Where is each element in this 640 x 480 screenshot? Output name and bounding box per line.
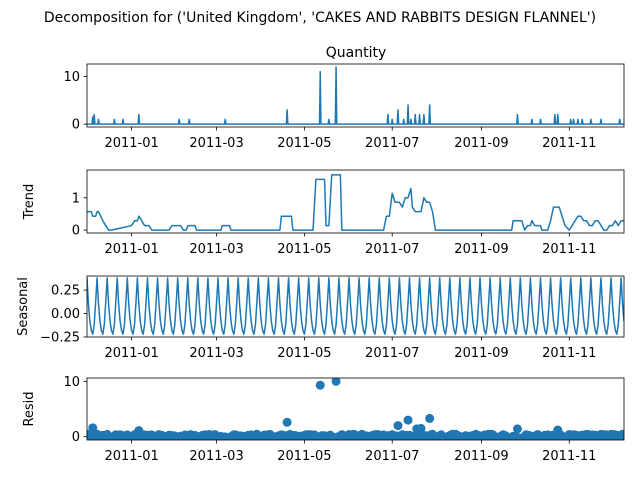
trend-panel: 0 1 2011-01 2011-03 2011-05 2011-07 2011-09 201…: [22, 169, 625, 257]
x-tick-label: 2011-01: [104, 449, 158, 464]
resid-point: [416, 423, 426, 433]
resid-point: [331, 378, 341, 386]
y-tick-label: 0.25: [51, 284, 80, 299]
x-tick-label: 2011-09: [454, 449, 508, 464]
y-tick-label: 0: [72, 224, 80, 239]
x-tick-label: 2011-05: [277, 449, 331, 464]
resid-point: [619, 433, 624, 440]
x-tick-label: 2011-03: [189, 242, 243, 257]
resid-point: [336, 439, 342, 440]
y-tick-label: 1: [72, 191, 80, 206]
x-tick-label: 2011-11: [542, 136, 596, 151]
x-tick-label: 2011-09: [454, 242, 508, 257]
x-tick-label: 2011-05: [277, 242, 331, 257]
resid-point: [512, 424, 522, 434]
axes-frame: [86, 63, 625, 128]
resid-panel: 0 10 2011-01 2011-03 2011-05 2011-07 2011-09 20…: [22, 375, 625, 464]
plot-area: [87, 277, 624, 335]
x-tick-label: 2011-05: [277, 346, 331, 361]
trend-series-line: [87, 174, 624, 231]
x-tick-label: 2011-03: [189, 136, 243, 151]
y-axis-label: Trend: [22, 184, 37, 221]
plot-area: [87, 378, 624, 440]
x-tick-label: 2011-07: [365, 242, 419, 257]
resid-point: [282, 417, 292, 427]
resid-point: [425, 413, 435, 423]
seasonal-series-line: [87, 277, 624, 335]
y-tick-label: 10: [63, 70, 80, 85]
resid-point: [332, 439, 334, 440]
y-axis-label: Seasonal: [16, 277, 31, 336]
x-tick-label: 2011-01: [104, 346, 158, 361]
y-tick-label: 0: [72, 430, 80, 445]
y-axis-label: Resid: [22, 391, 37, 426]
x-tick-label: 2011-01: [104, 136, 158, 151]
x-tick-label: 2011-11: [542, 242, 596, 257]
x-tick-label: 2011-05: [277, 136, 331, 151]
x-tick-label: 2011-07: [365, 136, 419, 151]
x-tick-label: 2011-03: [189, 346, 243, 361]
y-tick-label: 0: [72, 118, 80, 133]
quantity-panel-title: Quantity: [326, 45, 387, 61]
resid-point: [403, 415, 413, 425]
x-tick-label: 2011-01: [104, 242, 158, 257]
seasonal-panel: −0.25 0.00 0.25 2011-01 2011-03 2011-05 2011-0…: [16, 275, 625, 361]
resid-point: [315, 380, 325, 390]
y-tick-label: 0.00: [51, 307, 80, 322]
quantity-panel: 0 10 2011-01 2011-03 2011-05 2011-07 2011-09 20…: [63, 63, 625, 151]
x-tick-label: 2011-11: [542, 346, 596, 361]
x-tick-label: 2011-09: [454, 136, 508, 151]
x-tick-label: 2011-11: [542, 449, 596, 464]
x-tick-label: 2011-03: [189, 449, 243, 464]
resid-point: [393, 421, 403, 431]
plot-area: [87, 66, 624, 125]
axes-frame: [86, 377, 625, 441]
x-tick-label: 2011-09: [454, 346, 508, 361]
axes-frame: [86, 169, 625, 234]
figure-title: Decomposition for ('United Kingdom', 'CA…: [44, 10, 596, 26]
x-tick-label: 2011-07: [365, 449, 419, 464]
x-tick-label: 2011-07: [365, 346, 419, 361]
quantity-series-line: [87, 66, 624, 125]
plot-area: [87, 174, 624, 231]
resid-point: [88, 423, 98, 433]
y-tick-label: −0.25: [40, 331, 80, 346]
axes-frame: [86, 275, 625, 338]
y-tick-label: 10: [63, 375, 80, 390]
